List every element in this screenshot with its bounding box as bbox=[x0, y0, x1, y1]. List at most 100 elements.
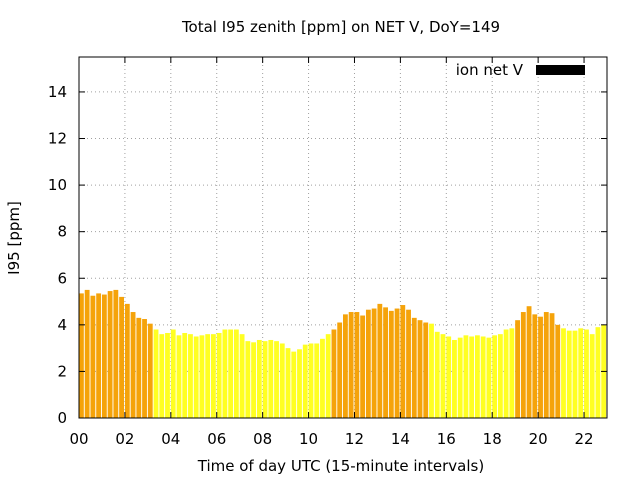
bar bbox=[566, 330, 572, 418]
y-tick-label: 0 bbox=[57, 409, 67, 427]
bar bbox=[429, 323, 434, 418]
y-tick-label: 8 bbox=[57, 223, 67, 241]
bar bbox=[463, 335, 469, 418]
bar bbox=[457, 337, 463, 418]
bar bbox=[561, 328, 566, 418]
bar bbox=[343, 314, 348, 418]
bar bbox=[176, 335, 182, 418]
bar bbox=[79, 293, 84, 418]
bar bbox=[262, 341, 268, 418]
bar bbox=[572, 330, 578, 418]
y-tick-label: 6 bbox=[57, 269, 67, 287]
x-tick-label: 18 bbox=[483, 430, 502, 448]
bar bbox=[497, 334, 503, 418]
bar bbox=[365, 309, 371, 418]
y-tick-label: 2 bbox=[57, 362, 67, 380]
bar bbox=[503, 329, 509, 418]
bar bbox=[285, 348, 291, 418]
bar bbox=[589, 334, 595, 418]
bar bbox=[222, 329, 228, 418]
bar bbox=[205, 334, 211, 418]
bar bbox=[314, 343, 320, 418]
bar bbox=[434, 331, 440, 418]
y-tick-label: 12 bbox=[48, 130, 67, 148]
bar bbox=[543, 312, 549, 418]
bar bbox=[165, 332, 170, 418]
bar bbox=[371, 308, 377, 418]
x-tick-label: 10 bbox=[299, 430, 318, 448]
bar bbox=[377, 303, 383, 418]
bar bbox=[107, 291, 113, 418]
bar bbox=[124, 303, 130, 418]
x-tick-label: 20 bbox=[529, 430, 548, 448]
bar bbox=[411, 317, 417, 418]
bar bbox=[297, 349, 302, 418]
bar bbox=[245, 341, 251, 418]
bar bbox=[199, 335, 205, 418]
bar bbox=[475, 335, 480, 418]
x-tick-label: 08 bbox=[253, 430, 272, 448]
bar bbox=[520, 312, 526, 418]
bar bbox=[532, 314, 538, 418]
bar bbox=[440, 334, 446, 418]
bar bbox=[480, 336, 486, 418]
bar bbox=[142, 319, 147, 418]
x-tick-label: 06 bbox=[207, 430, 226, 448]
bar bbox=[130, 312, 136, 418]
bar bbox=[119, 296, 124, 418]
bar bbox=[549, 313, 555, 418]
bar bbox=[320, 338, 325, 418]
bar bbox=[595, 327, 601, 418]
bar bbox=[515, 320, 520, 418]
legend-swatch bbox=[536, 65, 585, 75]
x-tick-label: 12 bbox=[345, 430, 364, 448]
bar bbox=[188, 334, 193, 418]
x-tick-label: 04 bbox=[161, 430, 180, 448]
bar bbox=[274, 341, 279, 418]
bar bbox=[302, 344, 308, 418]
bar bbox=[486, 337, 492, 418]
x-tick-label: 14 bbox=[391, 430, 410, 448]
bar bbox=[153, 329, 159, 418]
bar bbox=[325, 334, 331, 418]
bar bbox=[251, 342, 256, 418]
bar bbox=[113, 289, 119, 418]
bar bbox=[337, 322, 343, 418]
bar bbox=[446, 336, 452, 418]
bar bbox=[526, 306, 532, 418]
y-tick-label: 10 bbox=[48, 176, 67, 194]
x-tick-labels: 00 02 04 06 08 10 12 14 16 18 20 22 bbox=[69, 430, 593, 448]
bar bbox=[90, 295, 96, 418]
x-tick-label: 22 bbox=[574, 430, 593, 448]
bar bbox=[308, 343, 314, 418]
bar bbox=[331, 329, 337, 418]
bar bbox=[354, 312, 360, 418]
bar bbox=[268, 339, 274, 418]
bar bbox=[360, 315, 366, 418]
x-axis-label: Time of day UTC (15-minute intervals) bbox=[197, 457, 484, 475]
x-tick-label: 02 bbox=[115, 430, 134, 448]
bar bbox=[417, 320, 423, 418]
bar bbox=[291, 351, 297, 418]
bar bbox=[211, 334, 216, 418]
bar bbox=[492, 335, 498, 418]
chart-title: Total I95 zenith [ppm] on NET V, DoY=149 bbox=[181, 18, 500, 36]
bar bbox=[406, 309, 411, 418]
bar bbox=[279, 343, 285, 418]
bar bbox=[239, 334, 245, 418]
bar bbox=[348, 312, 354, 418]
bar bbox=[400, 305, 406, 418]
bar bbox=[228, 329, 234, 418]
bar bbox=[469, 336, 475, 418]
bar bbox=[538, 316, 543, 418]
axis-ticks bbox=[78, 57, 607, 419]
bar bbox=[233, 329, 239, 418]
y-tick-label: 14 bbox=[48, 83, 67, 101]
bar bbox=[159, 334, 165, 418]
bar bbox=[147, 323, 153, 418]
x-tick-label: 16 bbox=[437, 430, 456, 448]
bar bbox=[394, 308, 400, 418]
bar bbox=[452, 339, 457, 418]
bar bbox=[136, 317, 142, 418]
bar bbox=[84, 289, 90, 418]
